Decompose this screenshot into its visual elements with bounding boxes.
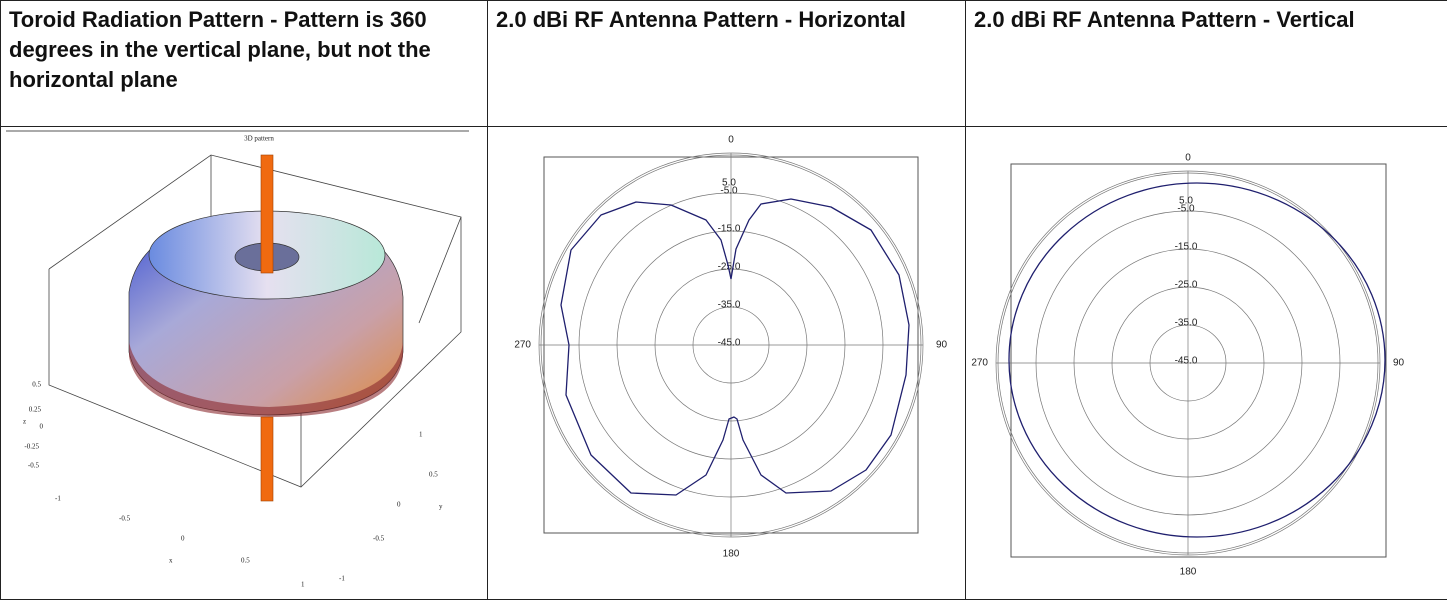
y-tick-label: -0.5 (373, 535, 385, 543)
angle-label: 0 (728, 135, 734, 146)
angle-label: 270 (514, 340, 531, 351)
ring-label: -5.0 (720, 186, 738, 197)
z-tick-label: 0.25 (29, 406, 42, 414)
figure-title: 3D pattern (244, 135, 274, 143)
x-tick-label: 0.5 (241, 557, 250, 565)
angle-label: 90 (1393, 358, 1405, 369)
axis-name: z (23, 418, 26, 426)
ring-label: -35.0 (718, 300, 741, 311)
angle-label: 270 (971, 358, 988, 369)
axis-name: y (439, 503, 443, 511)
antenna-rod (261, 155, 273, 273)
x-tick-label: 1 (301, 581, 305, 589)
plot-frame (1011, 164, 1386, 557)
ring-label: -25.0 (1175, 280, 1198, 291)
y-tick-label: 0 (397, 501, 401, 509)
x-tick-label: -1 (55, 495, 61, 503)
x-tick-label: 0 (181, 535, 185, 543)
figure-cell: 3D pattern 0.5 0.25 0 -0.25 -0.5 -1 -0.5 0 0.5 1 1… (1, 127, 488, 600)
y-tick-label: -1 (339, 575, 345, 583)
antenna-rod (261, 417, 273, 501)
z-tick-label: -0.25 (24, 443, 39, 451)
z-tick-label: 0 (40, 423, 44, 431)
y-tick-label: 0.5 (429, 471, 438, 479)
header-row: Toroid Radiation Pattern - Pattern is 36… (1, 1, 1447, 127)
header-cell: 2.0 dBi RF Antenna Pattern - Vertical (966, 1, 1447, 127)
angle-label: 90 (936, 340, 948, 351)
y-tick-label: 1 (419, 431, 423, 439)
ring-label: -15.0 (718, 224, 741, 235)
angle-label: 180 (723, 549, 740, 560)
axis-name: x (169, 557, 173, 565)
ring-label: -35.0 (1175, 318, 1198, 329)
angle-label: 0 (1185, 153, 1191, 164)
ring-label: -15.0 (1175, 242, 1198, 253)
header-cell: 2.0 dBi RF Antenna Pattern - Horizontal (488, 1, 966, 127)
z-tick-label: 0.5 (32, 381, 41, 389)
ring-label: -45.0 (1175, 356, 1198, 367)
ring-label: -5.0 (1177, 204, 1195, 215)
angle-label: 180 (1180, 567, 1197, 578)
x-tick-label: -0.5 (119, 515, 131, 523)
header-cell: Toroid Radiation Pattern - Pattern is 36… (1, 1, 488, 127)
ring-label: -45.0 (718, 338, 741, 349)
toroid-figure: 3D pattern 0.5 0.25 0 -0.25 -0.5 -1 -0.5 0 0.5 1 1… (1, 127, 487, 599)
z-tick-label: -0.5 (28, 462, 40, 470)
figure-row: 3D pattern 0.5 0.25 0 -0.25 -0.5 -1 -0.5 0 0.5 1 1… (1, 127, 1447, 600)
